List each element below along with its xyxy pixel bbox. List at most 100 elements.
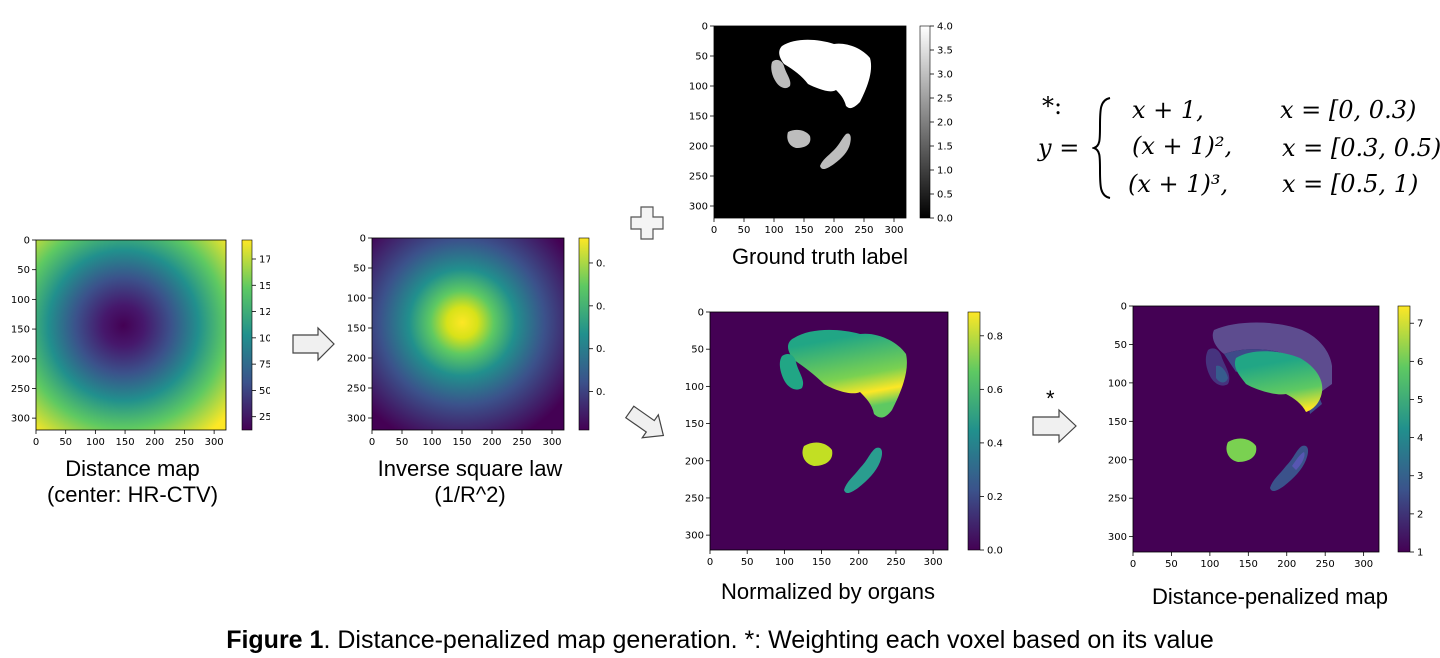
y-tick-label: 150 — [11, 325, 30, 336]
colorbar-tick-label: 1.0 — [937, 166, 953, 177]
y-tick-label: 100 — [11, 295, 30, 306]
x-tick-label: 300 — [884, 225, 903, 236]
colorbar-tick-label: 4 — [1417, 433, 1423, 444]
normalized-caption: Normalized by organs — [721, 579, 935, 604]
inverse-square-plot: 0 50 100 150 200 250 300 0 50 100 150 200 250 300 0.… — [347, 234, 612, 449]
organ-middle-penalized — [1226, 438, 1257, 462]
distance-map-plot: 0 50 100 150 200 250 300 0 50 100 150 200 250 300 17… — [11, 236, 278, 449]
x-tick-label: 250 — [854, 225, 873, 236]
diagonal-arrow-icon — [624, 405, 665, 439]
plus-icon — [630, 206, 664, 240]
colorbar-ticks: 0.8 0.6 0.4 0.2 0.0 — [980, 331, 1003, 557]
ground-truth-caption: Ground truth label — [731, 244, 909, 269]
x-tick-label: 150 — [794, 225, 813, 236]
colorbar-tick-label: 0.2 — [987, 492, 1003, 503]
y-tick-label: 200 — [347, 354, 366, 365]
colorbar-tick-label: 2.5 — [937, 94, 953, 105]
colorbar-tick-label: 1 — [1417, 548, 1423, 559]
y-tick-label: 100 — [689, 82, 708, 93]
x-axis-ticks: 0 50 100 150 200 250 300 — [711, 218, 904, 236]
colorbar-tick-label: 75 — [259, 360, 270, 371]
x-tick-label: 300 — [1354, 559, 1373, 570]
x-tick-label: 100 — [775, 557, 794, 568]
colorbar-ticks: 0.8 0.6 0.4 0.2 — [589, 258, 612, 398]
x-tick-label: 200 — [1277, 559, 1296, 570]
y-tick-label: 200 — [685, 456, 704, 467]
colorbar-tick-label: 3.0 — [937, 70, 953, 81]
x-axis-ticks: 0 50 100 150 200 250 300 — [707, 550, 943, 568]
colorbar-tick-label: 4.0 — [937, 22, 953, 33]
y-tick-label: 50 — [695, 52, 708, 63]
colorbar-tick-label: 3.5 — [937, 46, 953, 57]
y-tick-label: 300 — [347, 414, 366, 425]
colorbar-ticks: 175 150 125 100 75 50 25 — [252, 255, 278, 423]
colorbar-tick-label: 0.0 — [937, 214, 953, 225]
normalized-panel: 0 50 100 150 200 250 300 0 50 100 150 200 250 300 0.… — [676, 302, 1016, 577]
y-tick-label: 200 — [11, 354, 30, 365]
x-tick-label: 50 — [738, 225, 751, 236]
x-tick-label: 250 — [886, 557, 905, 568]
y-tick-label: 250 — [685, 493, 704, 504]
y-tick-label: 300 — [689, 202, 708, 213]
penalized-caption: Distance-penalized map — [1151, 584, 1389, 609]
y-tick-label: 200 — [1108, 455, 1127, 466]
x-tick-label: 100 — [422, 437, 441, 448]
figure-caption: Figure 1. Distance-penalized map generat… — [0, 626, 1440, 655]
right-arrow-icon — [292, 326, 335, 362]
x-tick-label: 250 — [1316, 559, 1335, 570]
y-tick-label: 150 — [685, 419, 704, 430]
colorbar-tick-label: 3 — [1417, 471, 1423, 482]
organ-left — [779, 354, 804, 390]
organ-label-gray-2 — [787, 129, 811, 148]
colorbar-tick-label: 175 — [259, 255, 270, 266]
colorbar-tick-label: 25 — [259, 412, 270, 423]
y-tick-label: 250 — [689, 172, 708, 183]
y-tick-label: 50 — [17, 265, 30, 276]
y-tick-label: 250 — [347, 384, 366, 395]
penalty-band-outer — [1212, 322, 1332, 394]
x-tick-label: 300 — [205, 437, 224, 448]
y-tick-label: 300 — [1108, 532, 1127, 543]
y-tick-label: 250 — [1108, 494, 1127, 505]
star-label: * — [1046, 386, 1055, 411]
x-tick-label: 150 — [452, 437, 471, 448]
colorbar-tick-label: 50 — [259, 386, 270, 397]
y-tick-label: 0 — [24, 236, 30, 247]
x-tick-label: 200 — [145, 437, 164, 448]
x-tick-label: 250 — [512, 437, 531, 448]
figure-caption-text: . Distance-penalized map generation. *: … — [323, 626, 1214, 654]
penalized-panel: 0 50 100 150 200 250 300 0 50 100 150 200 250 300 7 6… — [1096, 296, 1440, 583]
distance-map-caption: Distance map (center: HR-CTV) — [46, 456, 219, 507]
colorbar — [241, 239, 253, 431]
x-tick-label: 150 — [812, 557, 831, 568]
x-tick-label: 50 — [1165, 559, 1178, 570]
normalized-plot: 0 50 100 150 200 250 300 0 50 100 150 200 250 300 0.… — [685, 308, 1003, 569]
colorbar — [1397, 305, 1411, 553]
colorbar-tick-label: 0.4 — [987, 438, 1003, 449]
y-tick-label: 0 — [698, 308, 704, 319]
y-axis-ticks: 0 50 100 150 200 250 300 — [685, 308, 710, 542]
y-tick-label: 150 — [1108, 417, 1127, 428]
formula-case-3-expr: (x + 1)³, — [1128, 170, 1229, 198]
x-tick-label: 200 — [824, 225, 843, 236]
x-tick-label: 100 — [764, 225, 783, 236]
x-tick-label: 0 — [711, 225, 717, 236]
colorbar-tick-label: 0.8 — [987, 331, 1003, 342]
x-tick-label: 100 — [1200, 559, 1219, 570]
colorbar-tick-label: 0.2 — [596, 387, 606, 398]
formula-case-1-expr: x + 1, — [1132, 96, 1204, 124]
colorbar — [967, 311, 981, 551]
x-tick-label: 50 — [741, 557, 754, 568]
distance-map-panel: 0 50 100 150 200 250 300 0 50 100 150 200 250 300 17… — [10, 230, 278, 455]
x-tick-label: 100 — [86, 437, 105, 448]
x-tick-label: 200 — [482, 437, 501, 448]
colorbar-tick-label: 100 — [259, 333, 270, 344]
colorbar-ticks: 4.0 3.5 3.0 2.5 2.0 1.5 1.0 0.5 0.0 — [930, 22, 953, 225]
formula-lead: *: — [1042, 92, 1063, 120]
y-axis-ticks: 0 50 100 150 200 250 300 — [347, 234, 372, 425]
colorbar-tick-label: 0.6 — [987, 385, 1003, 396]
distance-map-image — [36, 240, 226, 430]
y-tick-label: 100 — [685, 382, 704, 393]
inverse-square-panel: 0 50 100 150 200 250 300 0 50 100 150 200 250 300 0.… — [346, 228, 612, 455]
y-tick-label: 50 — [353, 264, 366, 275]
